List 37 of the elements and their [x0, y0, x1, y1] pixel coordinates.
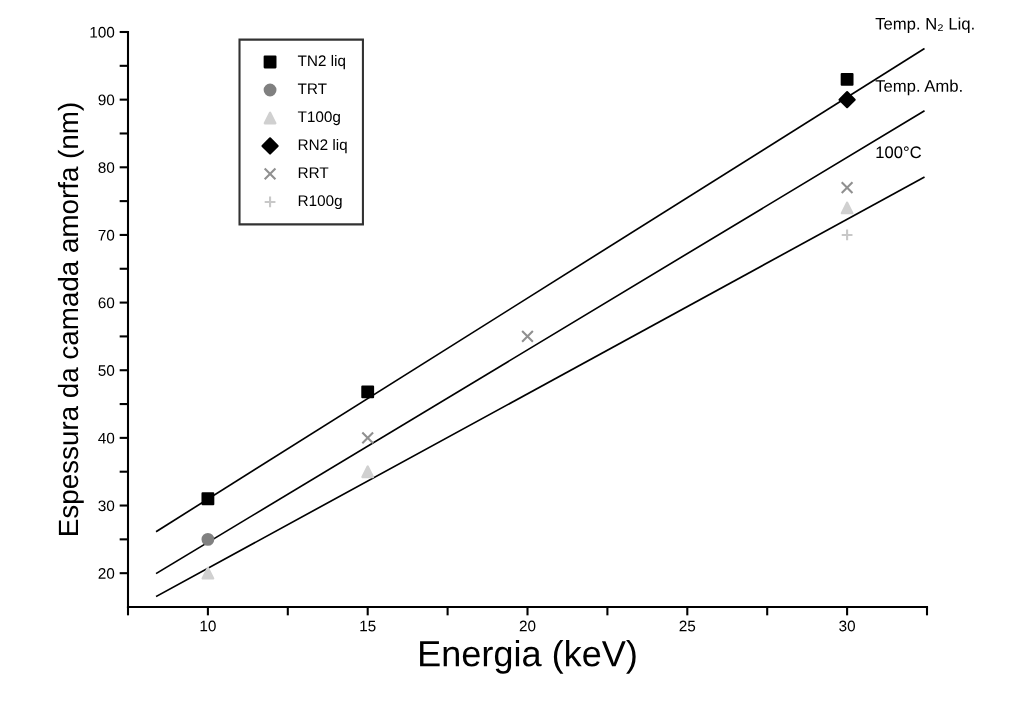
legend-label: T100g	[297, 111, 340, 126]
y-tick-label: 100	[90, 26, 115, 38]
point	[840, 72, 854, 86]
x-tick-label: 15	[360, 620, 376, 632]
y-tick-label: 20	[98, 568, 115, 579]
series-label: Temp. N₂ Liq.	[875, 17, 974, 33]
point	[361, 431, 375, 445]
point	[361, 465, 375, 479]
x-tick-label: 10	[200, 620, 216, 632]
point	[840, 201, 854, 215]
legend-label: R100g	[298, 195, 342, 210]
y-tick-label: 40	[98, 432, 115, 444]
series-label: 100°C	[876, 146, 922, 159]
point	[361, 385, 375, 399]
x-tick-label: 20	[519, 620, 536, 632]
y-tick-label: 80	[98, 162, 115, 173]
y-tick-label: 50	[98, 365, 115, 376]
point	[201, 532, 215, 546]
point	[840, 228, 854, 242]
x-tick-label: 25	[679, 620, 696, 632]
point	[201, 566, 215, 580]
y-tick-label: 60	[98, 297, 115, 309]
legend-label: TN2 liq	[297, 54, 345, 70]
legend-label: TRT	[297, 83, 327, 94]
point	[201, 492, 215, 506]
legend-label: RRT	[298, 167, 329, 178]
y-tick-label: 90	[98, 94, 115, 106]
x-tick-label: 30	[839, 620, 855, 632]
point	[838, 91, 856, 109]
y-tick-label: 30	[98, 500, 115, 512]
series-label: Temp. Amb.	[875, 79, 962, 96]
point	[840, 181, 854, 195]
y-axis-title: Espessura da camada amorfa (nm)	[57, 103, 84, 535]
x-axis-title: Energia (keV)	[420, 639, 636, 674]
y-tick-label: 70	[98, 229, 115, 241]
legend-label: RN2 liq	[298, 138, 347, 154]
point	[521, 329, 534, 343]
